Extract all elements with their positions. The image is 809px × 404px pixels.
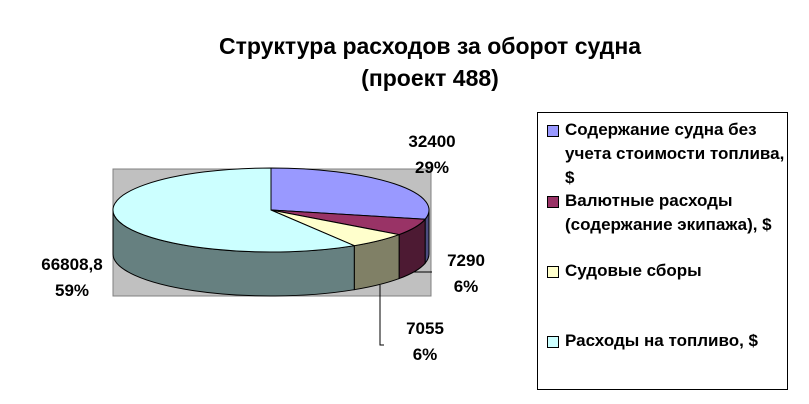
data-label-percent-3: 59%: [54, 281, 90, 300]
legend-label: Судовые сборы: [565, 261, 702, 280]
pie-slice-0: [270, 167, 430, 220]
data-label-percent-0: 29%: [414, 158, 450, 177]
legend-swatch: [547, 266, 559, 278]
data-label-value-0: 32400: [408, 132, 456, 151]
legend-label: Валютные расходы (содержание экипажа), $: [565, 191, 772, 234]
legend-swatch: [547, 196, 559, 208]
data-label-slice-0: 32400 29%: [392, 129, 472, 181]
data-label-slice-3: 66808,8 59%: [22, 252, 122, 304]
data-label-percent-2: 6%: [412, 345, 438, 364]
chart-title: Структура расходов за оборот судна (прое…: [0, 30, 809, 94]
legend-swatch: [547, 336, 559, 348]
data-label-value-3: 66808,8: [41, 255, 103, 274]
legend-swatch: [547, 125, 559, 137]
data-label-slice-2: 7055 6%: [385, 316, 465, 368]
data-label-percent-1: 6%: [453, 277, 479, 296]
leader-line-2: [379, 285, 384, 346]
chart-title-line1: Структура расходов за оборот судна: [218, 33, 642, 59]
pie-slice-3: [112, 167, 357, 253]
data-label-slice-1: 7290 6%: [426, 248, 506, 300]
legend: Содержание судна без учета стоимости топ…: [537, 112, 788, 390]
data-label-value-2: 7055: [406, 319, 444, 338]
legend-label: Содержание судна без учета стоимости топ…: [565, 120, 785, 187]
legend-label: Расходы на топливо, $: [565, 331, 758, 350]
chart-title-line2: (проект 488): [361, 65, 499, 91]
data-label-value-1: 7290: [447, 251, 485, 270]
